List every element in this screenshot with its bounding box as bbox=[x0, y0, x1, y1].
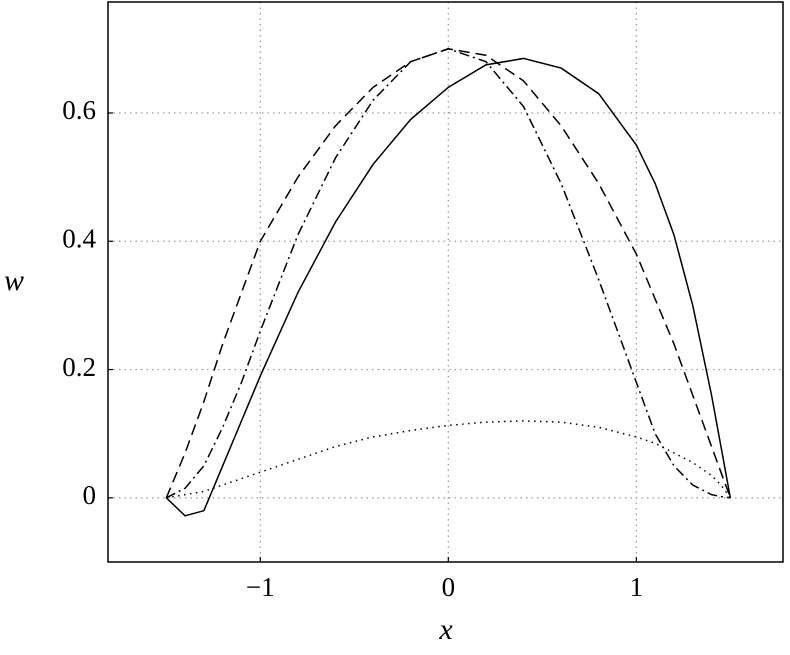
x-tick-label: 1 bbox=[630, 572, 644, 602]
y-tick-label: 0.4 bbox=[62, 223, 96, 253]
x-tick-label: −1 bbox=[246, 572, 275, 602]
plot-frame bbox=[107, 1, 784, 563]
y-tick-label: 0.2 bbox=[62, 352, 96, 382]
y-tick-label: 0.6 bbox=[62, 95, 96, 125]
y-axis-label: w bbox=[4, 264, 24, 297]
series-line bbox=[165, 48, 732, 499]
x-tick-label: 0 bbox=[442, 572, 456, 602]
series-line bbox=[165, 57, 732, 517]
y-tick-label: 0 bbox=[83, 480, 97, 510]
x-axis-label: x bbox=[438, 613, 453, 646]
series-line bbox=[165, 48, 731, 499]
